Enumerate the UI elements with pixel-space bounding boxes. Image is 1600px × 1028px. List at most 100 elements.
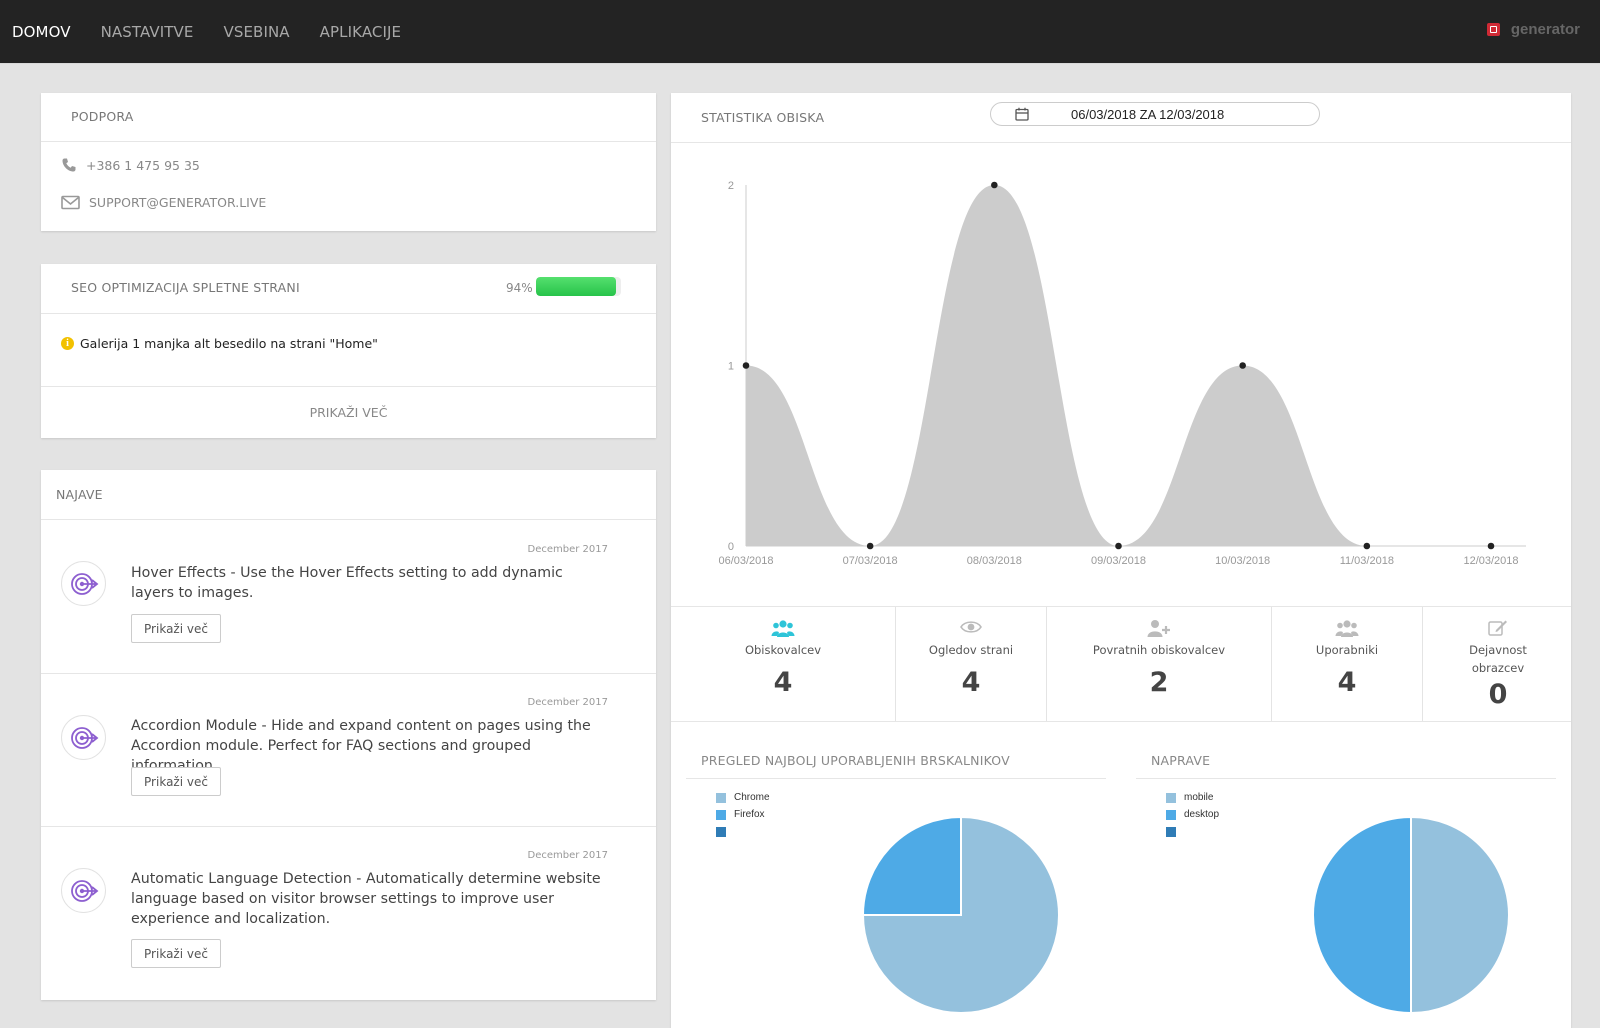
metric-users: Uporabniki 4 <box>1272 607 1422 721</box>
data-point <box>1115 542 1122 550</box>
list-item: December 2017 Accordion Module - Hide an… <box>41 673 656 826</box>
seo-percent: 94% <box>506 281 533 295</box>
legend-swatch <box>716 809 726 820</box>
logo-icon <box>1486 23 1500 36</box>
x-tick-label: 06/03/2018 <box>718 555 773 567</box>
legend-item[interactable] <box>1166 823 1219 840</box>
phone-icon <box>62 158 76 172</box>
seo-card: SEO OPTIMIZACIJA SPLETNE STRANI 94% i Ga… <box>41 264 656 438</box>
devices-title: NAPRAVE <box>1151 753 1211 768</box>
visits-area-chart: 0 1 2 06/03/2018 07/03/2018 08/03/2018 09/03/2… <box>718 180 1526 567</box>
legend-swatch <box>1166 826 1176 837</box>
divider <box>686 778 1106 779</box>
pie-slice <box>861 815 962 916</box>
y-tick-label: 0 <box>728 541 734 553</box>
legend-label: desktop <box>1184 809 1220 820</box>
divider <box>41 141 656 142</box>
x-tick-label: 11/03/2018 <box>1340 555 1394 567</box>
envelope-icon <box>61 195 80 210</box>
legend-label: Firefox <box>734 809 765 820</box>
divider <box>1422 607 1423 721</box>
brand-name: generator <box>1510 21 1580 38</box>
target-icon <box>61 868 106 913</box>
legend-item[interactable]: desktop <box>1166 806 1219 823</box>
divider <box>1046 607 1047 721</box>
y-tick-label: 1 <box>728 361 734 373</box>
data-point <box>1239 362 1246 369</box>
news-date: December 2017 <box>527 697 608 708</box>
target-icon <box>61 715 106 760</box>
legend-swatch <box>716 826 726 837</box>
news-text: Hover Effects - Use the Hover Effects se… <box>131 565 563 601</box>
divider <box>1136 778 1556 779</box>
nav-item-vsebina[interactable]: VSEBINA <box>223 23 290 41</box>
devices-legend: mobile desktop <box>1166 789 1219 840</box>
x-tick-label: 10/03/2018 <box>1215 555 1270 567</box>
metric-label: Dejavnost obrazcev <box>1469 643 1527 675</box>
legend-item[interactable]: Firefox <box>716 806 770 823</box>
show-more-button[interactable]: Prikaži več <box>131 767 221 796</box>
legend-swatch <box>716 792 726 803</box>
show-more-button[interactable]: Prikaži več <box>131 939 221 968</box>
divider <box>1271 607 1272 721</box>
news-card: NAJAVE December 2017 Hover Effects - Use… <box>41 470 656 1000</box>
seo-progress-bar <box>536 277 621 296</box>
seo-warning-text: Galerija 1 manjka alt besedilo na strani… <box>80 336 378 351</box>
brand-logo[interactable]: generator <box>1486 21 1580 38</box>
seo-warning-row: i Galerija 1 manjka alt besedilo na stra… <box>61 336 378 351</box>
date-range-text: 06/03/2018 ZA 12/03/2018 <box>1071 106 1225 122</box>
pie-slice <box>861 815 1060 1014</box>
divider <box>671 721 1571 722</box>
calendar-icon <box>1015 107 1029 121</box>
metrics-row: Obiskovalcev 4 Ogledov strani 4 Povratni… <box>671 607 1571 721</box>
metric-label: Obiskovalcev <box>744 643 822 657</box>
user-plus-icon <box>1047 619 1271 641</box>
target-icon <box>61 561 106 606</box>
legend-label: mobile <box>1184 792 1214 803</box>
seo-progress-fill <box>536 277 616 296</box>
x-tick-label: 07/03/2018 <box>843 555 898 567</box>
divider <box>41 673 656 674</box>
stats-card: STATISTIKA OBISKA 06/03/2018 ZA 12/03/20… <box>671 93 1571 1028</box>
legend-item[interactable]: mobile <box>1166 789 1219 806</box>
metric-returning-visitors: Povratnih obiskovalcev 2 <box>1047 607 1271 721</box>
news-text: Automatic Language Detection - Automatic… <box>131 871 601 927</box>
show-more-button[interactable]: Prikaži več <box>131 614 221 643</box>
news-date: December 2017 <box>527 544 608 555</box>
support-email-row[interactable]: SUPPORT@GENERATOR.LIVE <box>61 195 266 210</box>
news-text: Accordion Module - Hide and expand conte… <box>131 718 591 774</box>
support-phone-row[interactable]: +386 1 475 95 35 <box>61 157 200 173</box>
list-item: December 2017 Automatic Language Detecti… <box>41 826 656 1000</box>
divider <box>671 606 1571 607</box>
divider <box>41 386 656 387</box>
seo-title: SEO OPTIMIZACIJA SPLETNE STRANI <box>71 280 300 295</box>
metric-label: Ogledov strani <box>928 643 1014 657</box>
devices-pie-chart <box>1312 815 1510 1015</box>
metric-value: 0 <box>1488 679 1508 710</box>
divider <box>895 607 896 721</box>
news-date: December 2017 <box>527 850 608 861</box>
legend-swatch <box>1166 792 1176 803</box>
nav-item-aplikacije[interactable]: APLIKACIJE <box>319 23 402 41</box>
metric-visitors: Obiskovalcev 4 <box>671 607 895 721</box>
data-point <box>991 181 998 189</box>
metric-page-views: Ogledov strani 4 <box>896 607 1046 721</box>
support-phone: +386 1 475 95 35 <box>86 157 200 173</box>
seo-show-more-button[interactable]: PRIKAŽI VEČ <box>309 404 388 420</box>
legend-item[interactable] <box>716 823 770 840</box>
date-range-picker[interactable]: 06/03/2018 ZA 12/03/2018 <box>990 102 1320 126</box>
nav-item-domov[interactable]: DOMOV <box>12 23 71 41</box>
news-title: NAJAVE <box>56 487 103 502</box>
x-tick-label: 09/03/2018 <box>1091 555 1146 567</box>
nav-item-nastavitve[interactable]: NASTAVITVE <box>100 23 194 41</box>
legend-swatch <box>1166 809 1176 820</box>
list-item: December 2017 Hover Effects - Use the Ho… <box>41 520 656 673</box>
top-navigation-bar: DOMOV NASTAVITVE VSEBINA APLIKACIJE gene… <box>0 0 1600 64</box>
pie-slice <box>1410 815 1510 1015</box>
legend-item[interactable]: Chrome <box>716 789 770 806</box>
metric-label: Povratnih obiskovalcev <box>1092 643 1226 657</box>
metric-value: 4 <box>961 667 981 698</box>
metric-form-activity: Dejavnost obrazcev 0 <box>1423 607 1573 721</box>
eye-icon <box>896 619 1046 641</box>
users-icon <box>671 619 895 641</box>
